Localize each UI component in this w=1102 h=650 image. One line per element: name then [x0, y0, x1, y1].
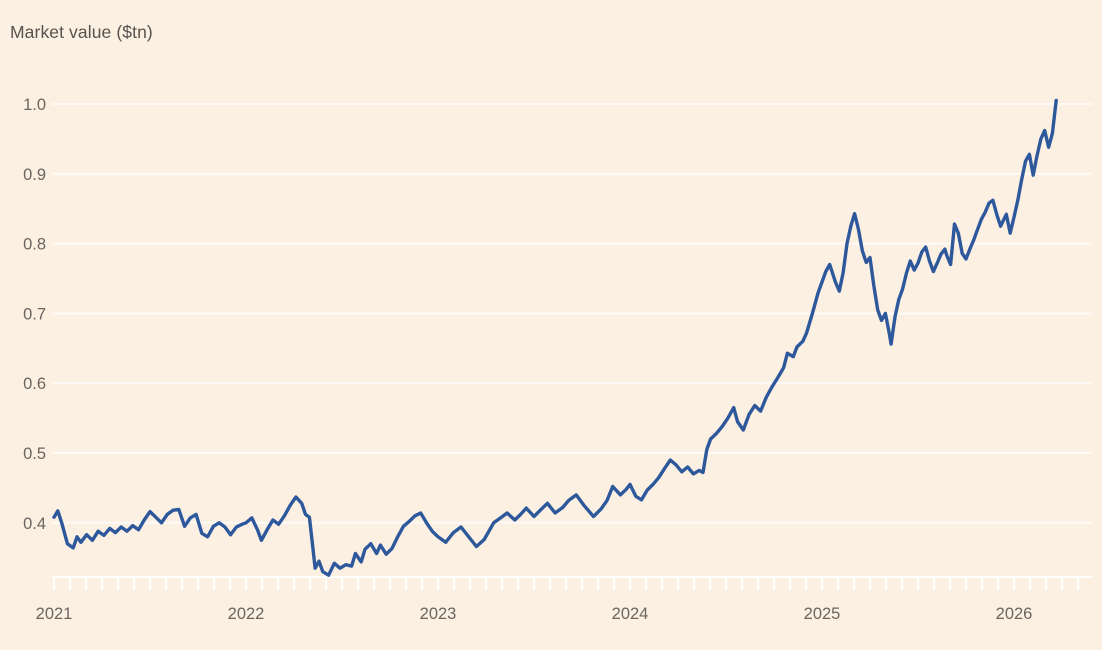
y-axis-tick-label: 0.8 — [23, 236, 46, 254]
y-axis-tick-label: 0.7 — [23, 305, 46, 323]
market-value-line — [52, 98, 1058, 577]
x-axis-tick-label: 2023 — [420, 605, 457, 623]
x-axis-group — [52, 576, 1092, 590]
x-axis-tick-label: 2021 — [36, 605, 73, 623]
y-axis-tick-label: 0.6 — [23, 375, 46, 393]
axis-labels-group: 0.4 0.5 0.6 0.7 0.8 0.9 1.0 2021 2022 2023 2024 202… — [23, 96, 1032, 623]
chart-title: Market value ($tn) — [10, 22, 153, 42]
x-axis-tick-label: 2025 — [804, 605, 841, 623]
x-axis-tick-label: 2026 — [996, 605, 1033, 623]
y-axis-tick-label: 0.5 — [23, 445, 46, 463]
x-axis-tick-label: 2022 — [228, 605, 265, 623]
series-group — [52, 98, 1058, 577]
x-axis-tick-label: 2024 — [612, 605, 649, 623]
gridlines-group — [52, 103, 1092, 524]
y-axis-tick-label: 0.4 — [23, 515, 46, 533]
y-axis-tick-label: 0.9 — [23, 166, 46, 184]
y-axis-tick-label: 1.0 — [23, 96, 46, 114]
